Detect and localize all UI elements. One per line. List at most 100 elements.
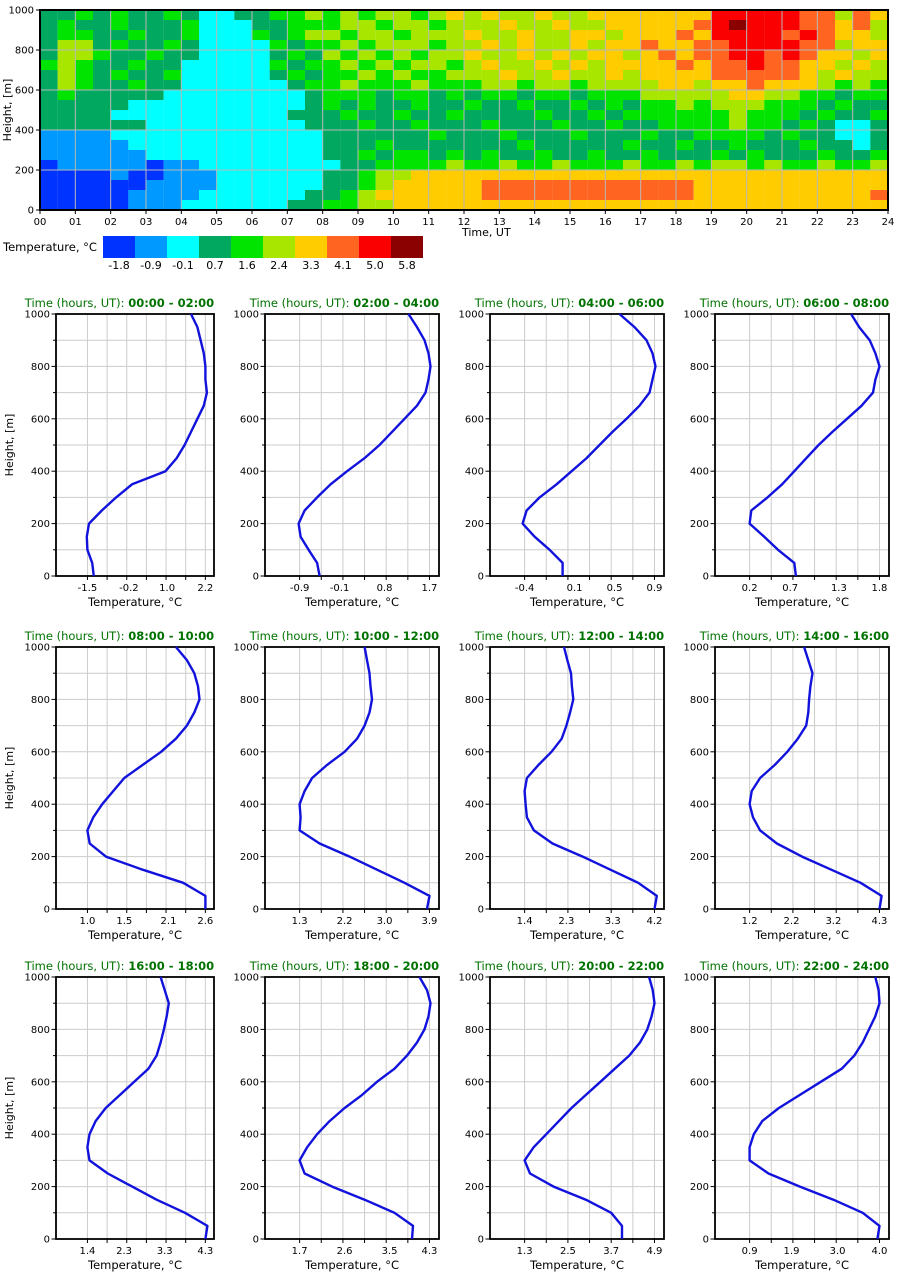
colorbar-tick-label: 4.1 — [334, 259, 352, 272]
subplot-gridlines — [490, 647, 664, 909]
subplot-ticks — [710, 976, 880, 1243]
svg-text:1.3: 1.3 — [517, 1246, 533, 1257]
svg-text:2.3: 2.3 — [116, 1246, 132, 1257]
svg-text:1.7: 1.7 — [292, 1246, 308, 1257]
svg-text:200: 200 — [465, 852, 484, 863]
svg-text:-0.2: -0.2 — [119, 583, 139, 594]
subplot-time-range: 10:00 - 12:00 — [353, 629, 440, 643]
svg-text:400: 400 — [240, 800, 259, 811]
profile-chart-4: 0.2 0.7 1.3 1.8 0 200 400 600 800 1000 Temperature… — [684, 310, 890, 609]
svg-text:0.1: 0.1 — [567, 583, 583, 594]
svg-text:0: 0 — [703, 905, 709, 916]
svg-text:0.8: 0.8 — [377, 583, 393, 594]
svg-text:1000: 1000 — [459, 643, 484, 654]
svg-text:1000: 1000 — [684, 643, 709, 654]
svg-text:400: 400 — [240, 1130, 259, 1141]
svg-text:3.0: 3.0 — [830, 1246, 846, 1257]
profile-chart-11: 1.3 2.5 3.7 4.9 0 200 400 600 800 1000 Temperature… — [459, 973, 665, 1272]
colorbar-tick-label: 5.0 — [366, 259, 384, 272]
subplot-title-prefix: Time (hours, UT): — [474, 629, 579, 643]
svg-text:18: 18 — [670, 217, 683, 228]
svg-text:1000: 1000 — [25, 973, 50, 984]
subplot-xlabel: Temperature, °C — [529, 928, 624, 942]
subplot-gridlines — [265, 314, 439, 576]
subplot-gridlines — [265, 647, 439, 909]
subplot-x-tick-labels: 1.3 2.5 3.7 4.9 — [517, 1246, 663, 1257]
svg-text:400: 400 — [690, 1130, 709, 1141]
subplot-time-range: 14:00 - 16:00 — [803, 629, 890, 643]
svg-text:2.2: 2.2 — [197, 583, 213, 594]
svg-text:0: 0 — [703, 572, 709, 583]
subplot-xlabel: Temperature, °C — [754, 1258, 849, 1272]
svg-text:0.5: 0.5 — [607, 583, 623, 594]
svg-text:200: 200 — [465, 1182, 484, 1193]
colorbar-swatch — [327, 236, 359, 258]
heatmap-gridlines — [40, 10, 888, 210]
profile-subplot-11: Time (hours, UT): 20:00 - 22:00 1.3 2.5 3.… — [450, 958, 675, 1276]
svg-text:1.2: 1.2 — [742, 916, 758, 927]
profile-chart-8: 1.2 2.2 3.2 4.3 0 200 400 600 800 1000 Temperature… — [684, 643, 890, 942]
svg-text:400: 400 — [465, 800, 484, 811]
subplot-xlabel: Temperature, °C — [304, 595, 399, 609]
subplot-x-tick-labels: -0.4 0.1 0.5 0.9 — [515, 583, 663, 594]
profile-chart-7: 1.4 2.3 3.3 4.2 0 200 400 600 800 1000 Temperature… — [459, 643, 665, 942]
svg-text:1000: 1000 — [234, 310, 259, 321]
subplot-title-prefix: Time (hours, UT): — [24, 959, 129, 973]
svg-text:1.4: 1.4 — [79, 1246, 95, 1257]
svg-text:1000: 1000 — [234, 973, 259, 984]
svg-text:21: 21 — [776, 217, 789, 228]
profile-subplot-3: Time (hours, UT): 04:00 - 06:00 -0.4 0.1 0… — [450, 295, 675, 613]
subplot-title: Time (hours, UT): 02:00 - 04:00 — [241, 296, 448, 310]
svg-text:11: 11 — [422, 217, 435, 228]
svg-text:20: 20 — [740, 217, 753, 228]
svg-text:800: 800 — [15, 46, 34, 57]
subplot-time-range: 02:00 - 04:00 — [353, 296, 440, 310]
svg-text:0.9: 0.9 — [742, 1246, 758, 1257]
svg-text:1.8: 1.8 — [872, 583, 888, 594]
svg-text:800: 800 — [31, 362, 50, 373]
subplot-title-prefix: Time (hours, UT): — [474, 296, 579, 310]
subplot-x-tick-labels: -0.9 -0.1 0.8 1.7 — [290, 583, 438, 594]
svg-text:23: 23 — [846, 217, 859, 228]
svg-text:200: 200 — [31, 519, 50, 530]
profile-chart-5: 1.0 1.5 2.1 2.6 0 200 400 600 800 1000 Temperature… — [3, 643, 215, 942]
svg-text:12: 12 — [458, 217, 471, 228]
svg-text:0: 0 — [703, 1235, 709, 1246]
subplot-gridlines — [56, 647, 214, 909]
subplot-y-tick-labels: 0 200 400 600 800 1000 — [25, 310, 50, 583]
svg-text:200: 200 — [690, 519, 709, 530]
subplot-time-range: 16:00 - 18:00 — [128, 959, 215, 973]
svg-text:03: 03 — [140, 217, 153, 228]
subplot-xlabel: Temperature, °C — [529, 1258, 624, 1272]
svg-text:1.3: 1.3 — [831, 583, 847, 594]
subplot-title-prefix: Time (hours, UT): — [24, 629, 129, 643]
colorbar-swatches — [103, 236, 423, 258]
subplot-xlabel: Temperature, °C — [87, 928, 182, 942]
svg-text:1.0: 1.0 — [79, 916, 95, 927]
svg-text:3.3: 3.3 — [157, 1246, 173, 1257]
subplot-ticks — [260, 646, 430, 913]
subplot-gridlines — [715, 647, 889, 909]
temperature-profile-line — [521, 313, 657, 576]
profile-subplot-6: Time (hours, UT): 10:00 - 12:00 1.3 2.2 3.… — [225, 628, 450, 946]
svg-text:-0.9: -0.9 — [290, 583, 310, 594]
heatmap-x-axis: 00 01 02 03 04 05 06 07 08 09 10 11 12 13 14 15 16 17 18 19… — [34, 210, 894, 228]
svg-text:800: 800 — [690, 695, 709, 706]
subplot-y-tick-labels: 0 200 400 600 800 1000 — [234, 973, 259, 1246]
svg-text:16: 16 — [599, 217, 612, 228]
subplot-x-tick-labels: 1.0 1.5 2.1 2.6 — [79, 916, 213, 927]
svg-text:1000: 1000 — [9, 6, 34, 17]
svg-text:-0.1: -0.1 — [330, 583, 350, 594]
svg-text:10: 10 — [387, 217, 400, 228]
subplot-title: Time (hours, UT): 12:00 - 14:00 — [466, 629, 673, 643]
subplot-time-range: 18:00 - 20:00 — [353, 959, 440, 973]
subplot-y-tick-labels: 0 200 400 600 800 1000 — [459, 643, 484, 916]
subplot-time-range: 12:00 - 14:00 — [578, 629, 665, 643]
svg-text:800: 800 — [31, 1025, 50, 1036]
svg-text:0: 0 — [478, 1235, 484, 1246]
subplot-y-tick-labels: 0 200 400 600 800 1000 — [25, 643, 50, 916]
subplot-x-tick-labels: 1.3 2.2 3.0 3.9 — [292, 916, 438, 927]
subplot-gridlines — [490, 314, 664, 576]
svg-text:800: 800 — [240, 1025, 259, 1036]
profile-subplot-2: Time (hours, UT): 02:00 - 04:00 -0.9 -0.1… — [225, 295, 450, 613]
